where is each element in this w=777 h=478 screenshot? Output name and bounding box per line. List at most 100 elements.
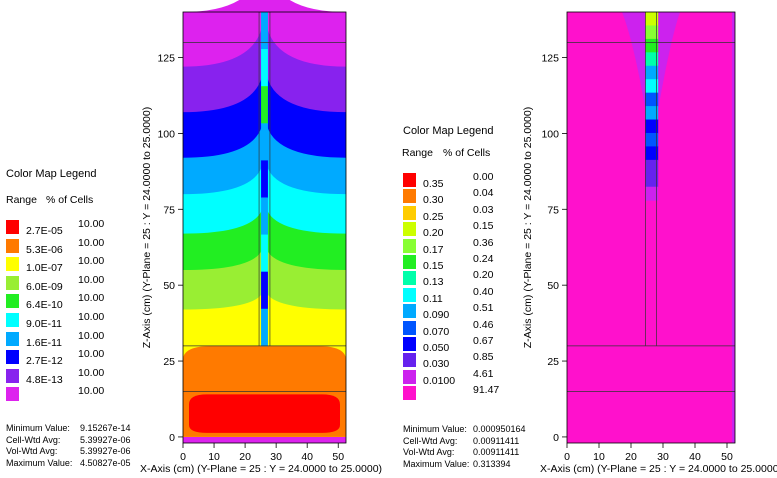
x-axis-label: X-Axis (cm) (Y-Plane = 25 : Y = 24.0000 … (540, 463, 777, 475)
legend-row: 9.0E-11 10.00 (6, 311, 186, 330)
y-tick-label: 50 (547, 280, 559, 292)
legend-row: 2.7E-12 10.00 (6, 348, 186, 367)
channel-cell (645, 186, 659, 201)
right-legend-range-header: Range (402, 147, 433, 159)
y-tick-label: 25 (547, 356, 559, 368)
y-tick-label: 25 (163, 356, 175, 368)
stat-label: Cell-Wtd Avg: (6, 434, 61, 445)
legend-row: 2.7E-05 10.00 (6, 218, 186, 237)
channel-cell (645, 25, 659, 40)
channel-cell (645, 159, 659, 174)
channel-cell (645, 173, 659, 188)
legend-swatch (6, 313, 19, 327)
stat-label: Maximum Value: (6, 457, 73, 468)
channel-cell (261, 271, 268, 310)
legend-range-value: 0.030 (423, 358, 450, 371)
legend-row: 0.070 0.46 (403, 318, 583, 338)
legend-percent-value: 0.46 (473, 318, 494, 331)
legend-row: 0.090 0.51 (403, 302, 583, 321)
legend-range-value: 1.0E-07 (26, 262, 63, 275)
legend-percent-value: 0.24 (473, 253, 494, 265)
stat-label: Minimum Value: (6, 423, 70, 433)
legend-range-value: 0.070 (423, 325, 450, 338)
legend-swatch (403, 320, 416, 335)
legend-range-value: 6.4E-10 (26, 299, 63, 312)
legend-swatch (403, 353, 416, 368)
stat-value: 5.39927e-06 (80, 434, 131, 445)
channel-cell (261, 197, 268, 236)
left-legend-range-header: Range (6, 194, 37, 206)
y-tick-label: 125 (541, 53, 559, 65)
stat-value: 0.00911411 (473, 435, 520, 446)
y-tick-label: 100 (157, 128, 175, 140)
legend-swatch (403, 238, 416, 253)
stat-value: 0.313394 (473, 458, 511, 469)
legend-row: 0.17 0.36 (403, 237, 583, 256)
x-tick-label: 30 (657, 451, 669, 463)
legend-range-value: 0.0100 (423, 374, 456, 387)
legend-row: 5.3E-06 10.00 (6, 236, 186, 256)
legend-swatch (403, 222, 416, 237)
legend-range-value: 0.25 (423, 210, 444, 223)
legend-row: 0.30 0.04 (403, 187, 583, 206)
legend-row: 0.050 0.67 (403, 335, 583, 354)
legend-swatch (403, 189, 416, 204)
legend-row: 0.11 0.40 (403, 286, 583, 305)
legend-percent-value: 0.67 (473, 335, 494, 347)
stat-label: Cell-Wtd Avg: (403, 435, 458, 446)
y-tick-label: 75 (547, 204, 559, 216)
legend-percent-value: 10.00 (78, 311, 105, 323)
y-tick-label: 0 (553, 432, 559, 444)
legend-row: 0.20 0.15 (403, 220, 583, 240)
legend-percent-value: 10.00 (78, 273, 105, 286)
legend-swatch (403, 369, 416, 384)
x-tick-label: 20 (625, 451, 637, 463)
x-tick-label: 50 (721, 451, 733, 463)
channel-cell (645, 65, 659, 80)
legend-percent-value: 0.00 (473, 171, 494, 183)
legend-range-value: 2.7E-05 (26, 225, 63, 237)
legend-percent-value: 4.61 (473, 367, 494, 380)
legend-row: 1.6E-11 10.00 (6, 330, 186, 349)
legend-percent-value: 91.47 (473, 384, 500, 397)
legend-swatch (6, 368, 19, 383)
legend-row: 0.13 0.20 (403, 269, 583, 288)
legend-range-value: 0.17 (423, 243, 444, 256)
legend-percent-value: 10.00 (78, 218, 105, 230)
stat-label: Maximum Value: (403, 458, 470, 469)
legend-range-value: 0.11 (423, 292, 443, 305)
legend-range-value: 5.3E-06 (26, 243, 63, 256)
legend-swatch (6, 387, 19, 402)
right-legend-title: Color Map Legend (403, 125, 494, 137)
legend-row: 0.25 0.03 (403, 204, 583, 223)
legend-row: 6.4E-10 10.00 (6, 292, 186, 312)
legend-percent-value: 10.00 (78, 366, 105, 379)
y-axis-label: Z-Axis (cm) (Y-Plane = 25 : Y = 24.0000 … (141, 107, 153, 348)
legend-row: 0.15 0.24 (403, 253, 583, 272)
y-tick-label: 125 (157, 53, 175, 65)
legend-percent-value: 10.00 (78, 236, 105, 249)
legend-percent-value: 0.15 (473, 220, 494, 233)
legend-swatch (6, 238, 19, 253)
stat-label: Vol-Wtd Avg: (403, 447, 455, 457)
legend-percent-value: 0.51 (473, 302, 494, 315)
legend-percent-value: 10.00 (78, 385, 105, 398)
channel-cell (261, 234, 268, 273)
x-axis-label: X-Axis (cm) (Y-Plane = 25 : Y = 24.0000 … (140, 463, 382, 475)
legend-swatch (6, 294, 19, 309)
legend-swatch (403, 255, 416, 269)
y-axis-label: Z-Axis (cm) (Y-Plane = 25 : Y = 24.0000 … (522, 107, 534, 348)
legend-range-value: 0.15 (423, 260, 444, 272)
legend-row: 4.8E-13 10.00 (6, 366, 186, 386)
x-tick-label: 0 (564, 451, 570, 463)
channel-cell (645, 132, 659, 147)
x-tick-label: 0 (180, 451, 186, 463)
y-tick-label: 50 (163, 280, 175, 292)
legend-range-value: 0.20 (423, 227, 444, 240)
x-tick-label: 10 (593, 451, 605, 463)
edge-strip (732, 12, 735, 443)
legend-swatch (403, 271, 416, 286)
legend-row: 0.0100 4.61 (403, 367, 583, 387)
x-tick-label: 40 (689, 451, 701, 463)
channel-cell (261, 123, 268, 161)
